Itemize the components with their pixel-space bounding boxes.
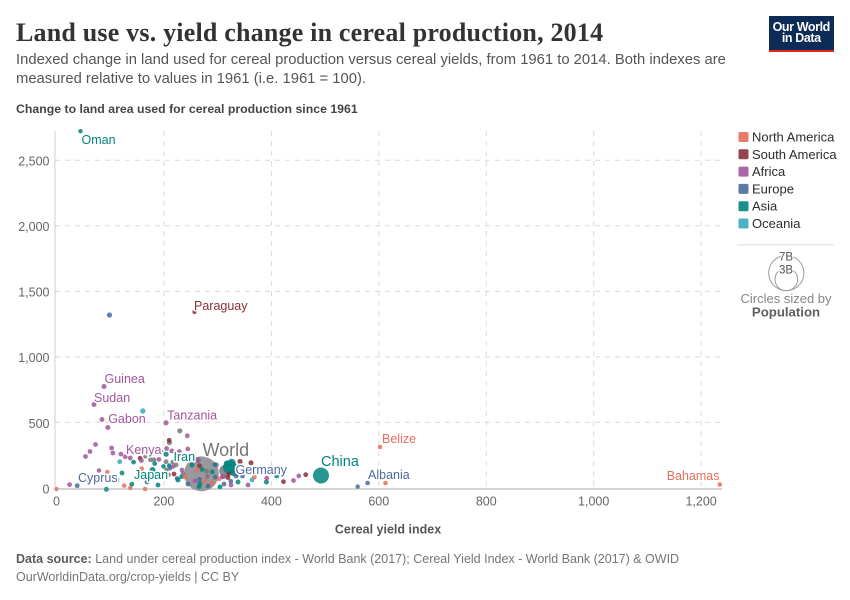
svg-text:Africa: Africa bbox=[752, 164, 786, 179]
svg-text:200: 200 bbox=[153, 495, 174, 509]
svg-text:Asia: Asia bbox=[752, 199, 778, 214]
svg-text:South America: South America bbox=[752, 147, 837, 162]
svg-text:Japan: Japan bbox=[134, 468, 168, 482]
svg-text:Albania: Albania bbox=[368, 468, 410, 482]
svg-text:1,000: 1,000 bbox=[578, 495, 609, 509]
svg-text:600: 600 bbox=[368, 495, 389, 509]
svg-text:Tanzania: Tanzania bbox=[167, 409, 217, 423]
svg-text:Paraguay: Paraguay bbox=[194, 299, 248, 313]
svg-text:3B: 3B bbox=[779, 264, 793, 276]
svg-text:Oceania: Oceania bbox=[752, 216, 801, 231]
svg-text:1,500: 1,500 bbox=[18, 286, 49, 300]
svg-text:Cereal yield index: Cereal yield index bbox=[335, 523, 441, 537]
svg-text:Iran: Iran bbox=[174, 450, 196, 464]
svg-text:World: World bbox=[203, 440, 250, 460]
svg-text:2,500: 2,500 bbox=[18, 155, 49, 169]
svg-text:Europe: Europe bbox=[752, 181, 794, 196]
svg-text:2,000: 2,000 bbox=[18, 220, 49, 234]
svg-text:North America: North America bbox=[752, 130, 835, 145]
svg-text:500: 500 bbox=[29, 417, 50, 431]
svg-text:1,000: 1,000 bbox=[18, 351, 49, 365]
svg-text:0: 0 bbox=[43, 482, 50, 496]
svg-text:800: 800 bbox=[476, 495, 497, 509]
svg-text:0: 0 bbox=[53, 495, 60, 509]
svg-text:Guinea: Guinea bbox=[105, 372, 145, 386]
svg-text:Belize: Belize bbox=[382, 432, 416, 446]
svg-text:Bahamas: Bahamas bbox=[667, 469, 720, 483]
svg-text:Cyprus: Cyprus bbox=[78, 471, 118, 485]
svg-text:Kenya: Kenya bbox=[126, 443, 161, 457]
svg-text:Oman: Oman bbox=[82, 133, 116, 147]
svg-text:1,200: 1,200 bbox=[685, 495, 716, 509]
svg-text:China: China bbox=[321, 454, 360, 470]
svg-text:400: 400 bbox=[261, 495, 282, 509]
svg-text:Sudan: Sudan bbox=[94, 391, 130, 405]
svg-text:Circles sized by: Circles sized by bbox=[740, 291, 832, 306]
svg-text:Gabon: Gabon bbox=[108, 412, 146, 426]
svg-text:7B: 7B bbox=[779, 252, 793, 264]
svg-text:Germany: Germany bbox=[236, 463, 288, 477]
svg-text:Population: Population bbox=[752, 305, 820, 320]
